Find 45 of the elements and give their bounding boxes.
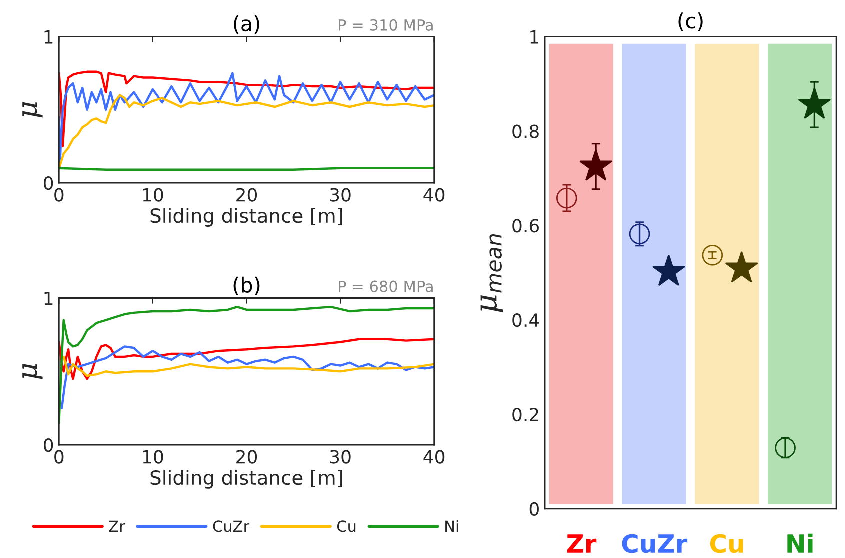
x-tick-label: 10	[143, 450, 164, 464]
text: P = 310 MPa	[339, 19, 433, 31]
legend-label: Ni	[446, 520, 458, 532]
y-tick-label: 0.2	[512, 408, 538, 422]
y-tick-label: 0.6	[512, 219, 540, 233]
x-tick-label: 0	[54, 450, 64, 464]
x-tick-label: Cu	[710, 534, 744, 554]
line-series	[62, 356, 434, 378]
y-tick-label: 0.4	[512, 314, 540, 328]
y-tick-label: 1	[44, 292, 53, 306]
x-tick-label: 20	[236, 188, 258, 202]
line-series	[60, 346, 434, 410]
y-tick-label: 0	[530, 502, 539, 516]
x-tick-label: CuZr	[622, 534, 688, 554]
legend-label: Cu	[337, 520, 356, 532]
x-tick-label: 20	[236, 450, 258, 464]
legend-label: Zr	[109, 520, 126, 532]
legend-label: CuZr	[213, 520, 250, 532]
y-tick-label: 1	[44, 30, 53, 44]
x-tick-label: 40	[424, 188, 445, 202]
line-series	[59, 306, 434, 424]
x-tick-label: 30	[330, 188, 351, 202]
y-tick-label: 1	[530, 30, 538, 44]
x-tick-label: Zr	[567, 534, 597, 553]
y-axis-title: μ$_{mean}$	[480, 234, 504, 312]
line-series	[59, 72, 434, 170]
y-tick-label: 0	[44, 438, 54, 452]
y-axis-title: μ	[22, 364, 43, 380]
y-tick-label: 0	[44, 176, 54, 190]
chart-title: (a)	[234, 15, 260, 34]
x-tick-label: 10	[143, 188, 164, 202]
x-tick-label: 30	[330, 450, 351, 464]
x-tick-label: 40	[424, 450, 445, 464]
x-tick-label: Ni	[788, 534, 813, 553]
x-tick-label: 0	[54, 188, 64, 202]
line-series	[59, 70, 434, 148]
x-axis-title: Sliding distance [m]	[150, 208, 342, 227]
y-tick-label: 0.8	[512, 124, 539, 138]
y-axis-title: μ	[22, 102, 43, 118]
text: P = 680 MPa	[339, 280, 433, 292]
line-series	[59, 94, 434, 170]
x-axis-title: Sliding distance [m]	[150, 470, 342, 489]
chart-title: (c)	[678, 12, 703, 32]
chart-title: (b)	[234, 276, 260, 296]
line-series	[59, 338, 434, 380]
